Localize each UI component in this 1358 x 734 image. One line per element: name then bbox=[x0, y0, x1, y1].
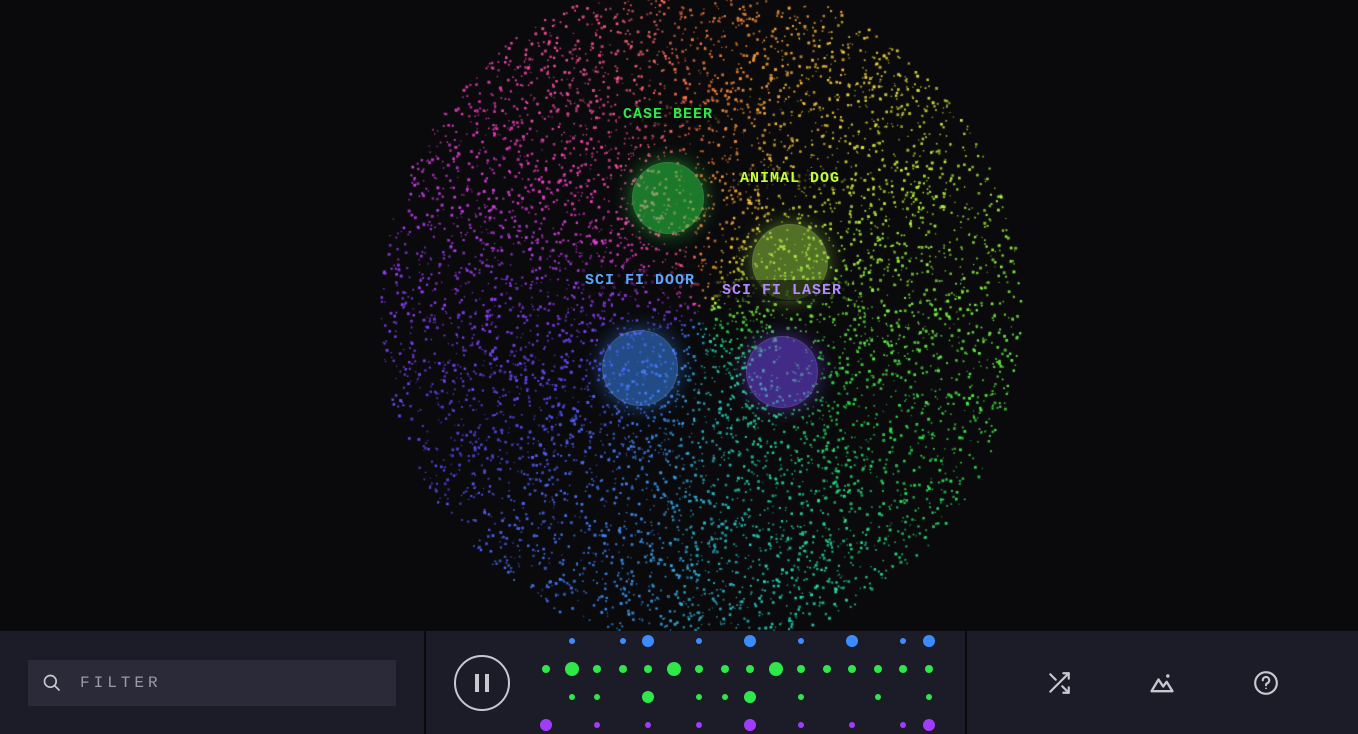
sequencer-step[interactable] bbox=[589, 717, 605, 733]
sequencer-step[interactable] bbox=[742, 633, 758, 649]
sequencer-step[interactable] bbox=[691, 633, 707, 649]
sequencer-step[interactable] bbox=[819, 717, 835, 733]
sequencer-step[interactable] bbox=[666, 717, 682, 733]
sequencer-step[interactable] bbox=[742, 689, 758, 705]
sequencer-step[interactable] bbox=[717, 633, 733, 649]
sequencer-step[interactable] bbox=[666, 633, 682, 649]
sequencer-step[interactable] bbox=[793, 717, 809, 733]
sequencer-step[interactable] bbox=[768, 689, 784, 705]
help-button[interactable] bbox=[1246, 663, 1286, 703]
sequencer-step[interactable] bbox=[870, 689, 886, 705]
sequencer-step[interactable] bbox=[691, 661, 707, 677]
sequencer-step[interactable] bbox=[589, 689, 605, 705]
sequencer-step[interactable] bbox=[666, 661, 682, 677]
sequencer-step[interactable] bbox=[742, 717, 758, 733]
pointcloud-canvas[interactable] bbox=[0, 0, 1358, 631]
sequencer-step[interactable] bbox=[691, 717, 707, 733]
filter-input[interactable] bbox=[80, 674, 382, 692]
sequencer-row bbox=[538, 633, 937, 649]
sequencer-step[interactable] bbox=[895, 717, 911, 733]
sequencer-step[interactable] bbox=[895, 661, 911, 677]
sequencer-step[interactable] bbox=[717, 717, 733, 733]
sequencer-grid[interactable] bbox=[538, 633, 937, 733]
sequencer-step[interactable] bbox=[691, 689, 707, 705]
sequencer-step[interactable] bbox=[921, 689, 937, 705]
sequencer-step[interactable] bbox=[538, 633, 554, 649]
sequencer-step[interactable] bbox=[742, 661, 758, 677]
sequencer-step[interactable] bbox=[844, 633, 860, 649]
sequencer-step[interactable] bbox=[768, 661, 784, 677]
terrain-button[interactable] bbox=[1142, 663, 1182, 703]
sequencer-step[interactable] bbox=[768, 717, 784, 733]
sequencer-step[interactable] bbox=[538, 689, 554, 705]
sequencer-step[interactable] bbox=[564, 717, 580, 733]
sequencer-step[interactable] bbox=[717, 689, 733, 705]
sequencer-step[interactable] bbox=[615, 661, 631, 677]
sequencer-step[interactable] bbox=[870, 717, 886, 733]
sequencer-step[interactable] bbox=[819, 661, 835, 677]
sequencer-step[interactable] bbox=[564, 661, 580, 677]
bottom-bar bbox=[0, 631, 1358, 734]
sequencer-step[interactable] bbox=[921, 661, 937, 677]
sequencer-step[interactable] bbox=[640, 633, 656, 649]
sequencer-step[interactable] bbox=[895, 689, 911, 705]
terrain-icon bbox=[1148, 669, 1176, 697]
sequencer-step[interactable] bbox=[921, 633, 937, 649]
pause-icon bbox=[475, 674, 479, 692]
sequencer-step[interactable] bbox=[589, 633, 605, 649]
sequencer-step[interactable] bbox=[793, 689, 809, 705]
filter-panel bbox=[0, 631, 426, 734]
sequencer-step[interactable] bbox=[895, 633, 911, 649]
shuffle-button[interactable] bbox=[1039, 663, 1079, 703]
sequencer-step[interactable] bbox=[615, 717, 631, 733]
sequencer-step[interactable] bbox=[844, 661, 860, 677]
sequencer-step[interactable] bbox=[538, 717, 554, 733]
sequencer-step[interactable] bbox=[589, 661, 605, 677]
search-icon bbox=[42, 673, 62, 693]
shuffle-icon bbox=[1046, 670, 1072, 696]
help-icon bbox=[1253, 670, 1279, 696]
sequencer-step[interactable] bbox=[615, 633, 631, 649]
sequencer-step[interactable] bbox=[666, 689, 682, 705]
sequencer-row bbox=[538, 717, 937, 733]
sequencer-step[interactable] bbox=[793, 633, 809, 649]
sequencer-step[interactable] bbox=[564, 689, 580, 705]
sequencer-step[interactable] bbox=[717, 661, 733, 677]
sequencer-step[interactable] bbox=[870, 633, 886, 649]
sequencer-step[interactable] bbox=[640, 717, 656, 733]
sequencer-step[interactable] bbox=[640, 689, 656, 705]
search-box[interactable] bbox=[28, 660, 396, 706]
sequencer-row bbox=[538, 689, 937, 705]
sequencer-step[interactable] bbox=[640, 661, 656, 677]
sequencer-panel bbox=[426, 631, 967, 734]
sequencer-step[interactable] bbox=[615, 689, 631, 705]
play-pause-button[interactable] bbox=[454, 655, 510, 711]
sequencer-step[interactable] bbox=[793, 661, 809, 677]
sequencer-step[interactable] bbox=[844, 689, 860, 705]
sequencer-row bbox=[538, 661, 937, 677]
sequencer-step[interactable] bbox=[819, 633, 835, 649]
sequencer-step[interactable] bbox=[844, 717, 860, 733]
sequencer-step[interactable] bbox=[538, 661, 554, 677]
sequencer-step[interactable] bbox=[819, 689, 835, 705]
tools-panel bbox=[967, 631, 1358, 734]
sequencer-step[interactable] bbox=[870, 661, 886, 677]
sequencer-step[interactable] bbox=[921, 717, 937, 733]
sequencer-step[interactable] bbox=[768, 633, 784, 649]
sequencer-step[interactable] bbox=[564, 633, 580, 649]
